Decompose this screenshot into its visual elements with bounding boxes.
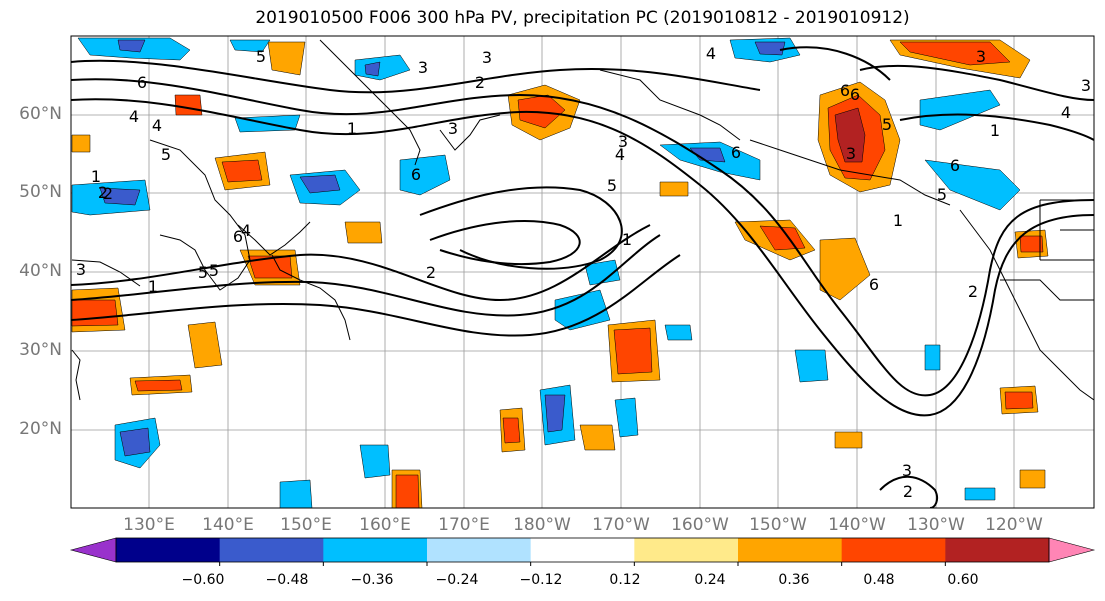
contour-label: 1 — [622, 230, 632, 249]
contour-label: 4 — [615, 145, 625, 164]
colorbar-outline — [115, 537, 1050, 563]
contour-label: 3 — [76, 260, 86, 279]
contour-label: 4 — [152, 116, 162, 135]
colorbar-tick-label: −0.36 — [350, 572, 394, 588]
colorbar-swatch — [738, 538, 843, 562]
colorbar-tick-label: 0.48 — [863, 572, 895, 588]
lon-label: 150°E — [280, 515, 332, 535]
lon-label: 180°W — [513, 515, 571, 535]
colorbar-swatch — [945, 538, 1050, 562]
precip-positive-shading — [71, 39, 1049, 508]
contour-label: 3 — [482, 48, 492, 67]
lon-label: 160°E — [359, 515, 411, 535]
contour-label: 5 — [256, 47, 266, 66]
colorbar-tick-label: 0.36 — [778, 572, 810, 588]
lat-label: 50°N — [19, 182, 62, 202]
colorbar-tick-label: −0.12 — [519, 572, 563, 588]
colorbar-tick-label: −0.24 — [435, 572, 479, 588]
lon-label: 150°W — [749, 515, 807, 535]
contour-label: 2 — [475, 73, 485, 92]
lat-label: 30°N — [19, 340, 62, 360]
lon-label: 130°W — [907, 515, 965, 535]
lat-label: 40°N — [19, 261, 62, 281]
contour-label: 3 — [448, 119, 458, 138]
contour-label: 6 — [411, 165, 421, 184]
contour-label: 6 — [950, 156, 960, 175]
lon-label: 140°E — [202, 515, 254, 535]
lon-label: 160°W — [671, 515, 729, 535]
contour-label: 5 — [937, 185, 947, 204]
contour-label: 2 — [98, 183, 108, 202]
contour-label: 5 — [161, 145, 171, 164]
colorbar-swatch — [427, 538, 532, 562]
contour-label: 5 — [607, 176, 617, 195]
colorbar-swatch — [634, 538, 739, 562]
lon-label: 120°W — [985, 515, 1043, 535]
precip-negative-shading — [71, 37, 1021, 508]
contour-label: 3 — [1081, 76, 1091, 95]
contour-label: 4 — [241, 221, 251, 240]
colorbar-swatch — [841, 538, 946, 562]
contour-label: 4 — [1061, 103, 1071, 122]
colorbar-tick-label: 0.24 — [694, 572, 726, 588]
lon-label: 130°E — [123, 515, 175, 535]
lon-label: 170°W — [592, 515, 650, 535]
contour-label: 3 — [902, 461, 912, 480]
contour-label: 2 — [426, 263, 436, 282]
contour-label: 6 — [731, 143, 741, 162]
contour-label: 2 — [968, 282, 978, 301]
contour-label: 2 — [903, 482, 913, 501]
contour-label: 1 — [893, 211, 903, 230]
colorbar-swatch — [323, 538, 428, 562]
contour-label: 6 — [137, 73, 147, 92]
contour-label: 6 — [850, 85, 860, 104]
contour-label: 4 — [706, 44, 716, 63]
pv-contours — [71, 46, 1094, 508]
colorbar-tick-label: 0.60 — [947, 572, 979, 588]
contour-label: 3 — [846, 144, 856, 163]
contour-label: 3 — [418, 58, 428, 77]
contour-label: 1 — [347, 119, 357, 138]
lat-label: 60°N — [19, 104, 62, 124]
colorbar-tick-label: 0.12 — [609, 572, 641, 588]
coastlines — [71, 39, 1094, 401]
contour-label: 3 — [976, 47, 986, 66]
colorbar-swatch — [116, 538, 221, 562]
lon-label: 170°E — [438, 515, 490, 535]
contour-label: 5 — [198, 263, 208, 282]
contour-label: 6 — [869, 275, 879, 294]
colorbar-swatch — [219, 538, 324, 562]
colorbar-tick-label: −0.60 — [181, 572, 225, 588]
contour-label: 1 — [990, 121, 1000, 140]
colorbar-extension-low — [69, 537, 117, 563]
contour-label: 1 — [91, 167, 101, 186]
colorbar-extension-high — [1048, 537, 1096, 563]
map-frame — [70, 35, 1095, 509]
map-title: 2019010500 F006 300 hPa PV, precipitatio… — [255, 8, 910, 28]
contour-label: 1 — [148, 277, 158, 296]
contour-label: 6 — [840, 81, 850, 100]
lat-label: 20°N — [19, 419, 62, 439]
contour-label: 6 — [233, 227, 243, 246]
lon-label: 140°W — [828, 515, 886, 535]
colorbar — [69, 537, 1096, 566]
contour-label: 5 — [209, 261, 219, 280]
colorbar-swatch — [530, 538, 635, 562]
contour-label: 2 — [103, 184, 113, 203]
colorbar-tick-label: −0.48 — [265, 572, 309, 588]
contour-label: 4 — [129, 107, 139, 126]
contour-label: 3 — [618, 132, 628, 151]
contour-label: 5 — [882, 115, 892, 134]
